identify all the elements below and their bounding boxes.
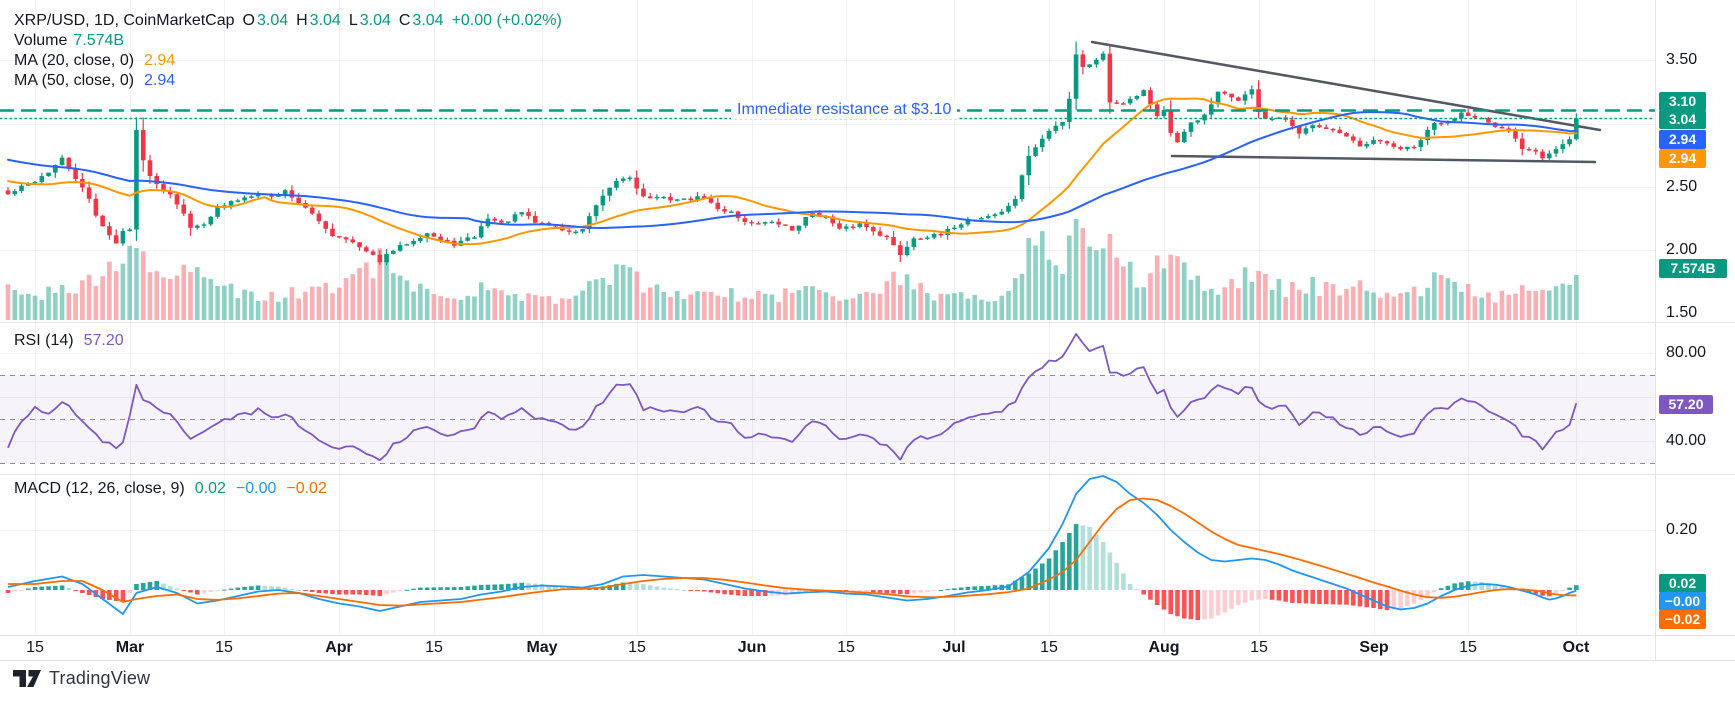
ohlc-open-label: O [242, 12, 255, 29]
ohlc-low-value: 3.04 [359, 12, 391, 29]
time-axis-label: May [526, 639, 558, 656]
price-axis-label: 40.00 [1666, 432, 1707, 449]
rsi-label: RSI (14) [14, 332, 74, 349]
tradingview-logo-text: TradingView [49, 668, 151, 688]
time-axis-label: 15 [837, 639, 855, 656]
price-axis-label: 3.50 [1666, 51, 1698, 68]
volume-legend-row[interactable]: Volume 7.574B [14, 31, 562, 50]
time-axis-label: Apr [325, 639, 353, 656]
change-value: +0.00 (+0.02%) [451, 12, 562, 29]
price-badge: 3.04 [1659, 110, 1706, 129]
time-axis-label: Oct [1562, 639, 1590, 656]
ohlc-low-label: L [348, 12, 358, 29]
macd-legend-row[interactable]: MACD (12, 26, close, 9) 0.02 −0.00 −0.02 [14, 480, 327, 498]
time-axis-label: 15 [215, 639, 233, 656]
price-badge: 0.02 [1659, 574, 1706, 593]
symbol-title: XRP/USD, 1D, CoinMarketCap [14, 12, 235, 29]
time-axis-label: Mar [115, 639, 145, 656]
resistance-annotation[interactable]: Immediate resistance at $3.10 [731, 101, 958, 119]
ma20-legend-row[interactable]: MA (20, close, 0) 2.94 [14, 51, 562, 70]
tradingview-logo-icon [13, 668, 41, 689]
time-axis-label: Jun [737, 639, 767, 656]
tradingview-attribution[interactable]: TradingView [13, 668, 150, 689]
time-axis-label: Sep [1359, 639, 1389, 656]
ma50-legend-row[interactable]: MA (50, close, 0) 2.94 [14, 71, 562, 90]
volume-label: Volume [14, 32, 68, 49]
price-badge: 7.574B [1659, 259, 1727, 278]
ma50-value: 2.94 [144, 72, 176, 89]
rsi-legend-row[interactable]: RSI (14) 57.20 [14, 332, 124, 350]
macd-line-value: −0.00 [235, 480, 277, 497]
time-axis-label: Aug [1148, 639, 1180, 656]
symbol-legend-row[interactable]: XRP/USD, 1D, CoinMarketCap O 3.04 H 3.04 L 3.0… [14, 11, 562, 30]
price-badge: 3.10 [1659, 92, 1706, 111]
macd-label: MACD (12, 26, close, 9) [14, 480, 185, 497]
time-axis-label: Jul [942, 639, 966, 656]
ma50-label: MA (50, close, 0) [14, 72, 135, 89]
price-axis-label: 2.00 [1666, 241, 1698, 258]
main-legend: XRP/USD, 1D, CoinMarketCap O 3.04 H 3.04 L 3.0… [14, 11, 562, 91]
volume-value: 7.574B [73, 32, 125, 49]
price-axis-label: 2.50 [1666, 178, 1698, 195]
price-axis-label: 0.20 [1666, 521, 1698, 538]
ohlc-close-value: 3.04 [412, 12, 444, 29]
time-axis-label: 15 [26, 639, 44, 656]
ohlc-high-label: H [296, 12, 308, 29]
price-badge: 57.20 [1659, 395, 1713, 414]
ohlc-high-value: 3.04 [309, 12, 341, 29]
macd-signal-value: −0.02 [286, 480, 327, 497]
time-axis-label: 15 [1250, 639, 1268, 656]
time-axis-label: 15 [1040, 639, 1058, 656]
ma20-label: MA (20, close, 0) [14, 52, 135, 69]
price-badge: 2.94 [1659, 130, 1706, 149]
ma20-value: 2.94 [144, 52, 176, 69]
ohlc-close-label: C [398, 12, 411, 29]
rsi-value: 57.20 [83, 332, 124, 349]
price-axis-label: 80.00 [1666, 344, 1707, 361]
price-badge: −0.02 [1659, 610, 1706, 629]
price-badge: 2.94 [1659, 149, 1706, 168]
time-axis-label: 15 [628, 639, 646, 656]
time-axis-label: 15 [1459, 639, 1477, 656]
price-axis-label: 1.50 [1666, 304, 1698, 321]
ohlc-open-value: 3.04 [256, 12, 289, 29]
macd-hist-value: 0.02 [194, 480, 226, 497]
price-badge: −0.00 [1659, 592, 1706, 611]
time-axis-label: 15 [425, 639, 443, 656]
